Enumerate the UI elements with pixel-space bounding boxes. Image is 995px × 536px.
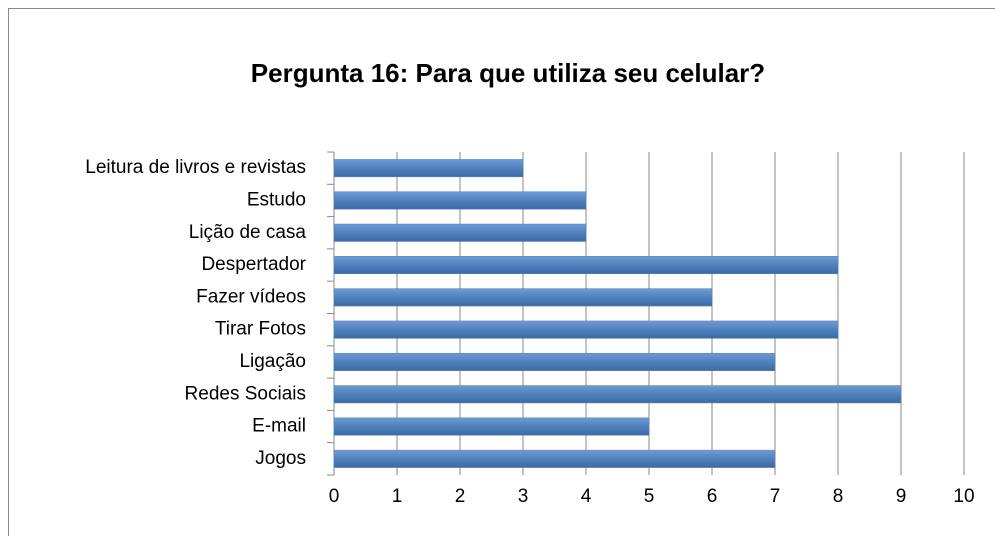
x-tick-label: 7: [770, 486, 781, 507]
x-tick-label: 10: [953, 486, 974, 507]
x-tick-label: 8: [833, 486, 844, 507]
x-tick-label: 3: [518, 486, 529, 507]
bar: [333, 159, 524, 178]
bar: [333, 256, 839, 275]
y-tick-label: Ligação: [239, 351, 306, 372]
bar: [333, 191, 587, 210]
y-tick-label: Fazer vídeos: [196, 286, 306, 307]
x-tick-label: 5: [644, 486, 655, 507]
y-tick-label: Estudo: [247, 189, 306, 210]
y-tick-label: Lição de casa: [189, 222, 307, 243]
bar: [333, 385, 902, 404]
x-tick-label: 4: [581, 486, 592, 507]
bar: [333, 223, 587, 242]
bar: [333, 449, 776, 468]
y-tick-label: Tirar Fotos: [215, 319, 306, 340]
x-tick-label: 6: [707, 486, 718, 507]
bar: [333, 417, 650, 436]
y-tick-label: Redes Sociais: [185, 383, 306, 404]
bar: [333, 352, 776, 371]
y-tick-label: Jogos: [255, 448, 306, 469]
chart-title: Pergunta 16: Para que utiliza seu celula…: [251, 58, 765, 88]
bar: [333, 320, 839, 339]
x-tick-label: 1: [392, 486, 403, 507]
y-tick-label: E-mail: [252, 416, 306, 437]
x-tick-label: 2: [455, 486, 466, 507]
y-tick-label: Despertador: [201, 254, 306, 275]
bar: [333, 288, 713, 307]
x-tick-label: 9: [896, 486, 907, 507]
x-tick-label: 0: [329, 486, 340, 507]
y-tick-label: Leitura de livros e revistas: [85, 157, 306, 178]
